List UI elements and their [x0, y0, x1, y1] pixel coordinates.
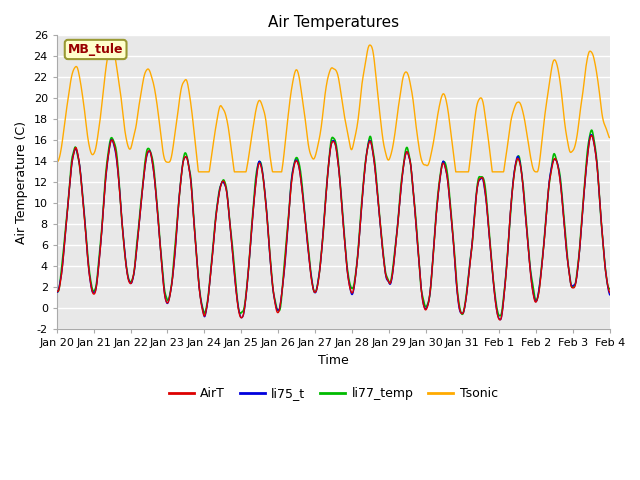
Title: Air Temperatures: Air Temperatures — [268, 15, 399, 30]
Legend: AirT, li75_t, li77_temp, Tsonic: AirT, li75_t, li77_temp, Tsonic — [164, 383, 503, 406]
X-axis label: Time: Time — [318, 354, 349, 367]
Text: MB_tule: MB_tule — [68, 43, 124, 56]
Y-axis label: Air Temperature (C): Air Temperature (C) — [15, 121, 28, 244]
